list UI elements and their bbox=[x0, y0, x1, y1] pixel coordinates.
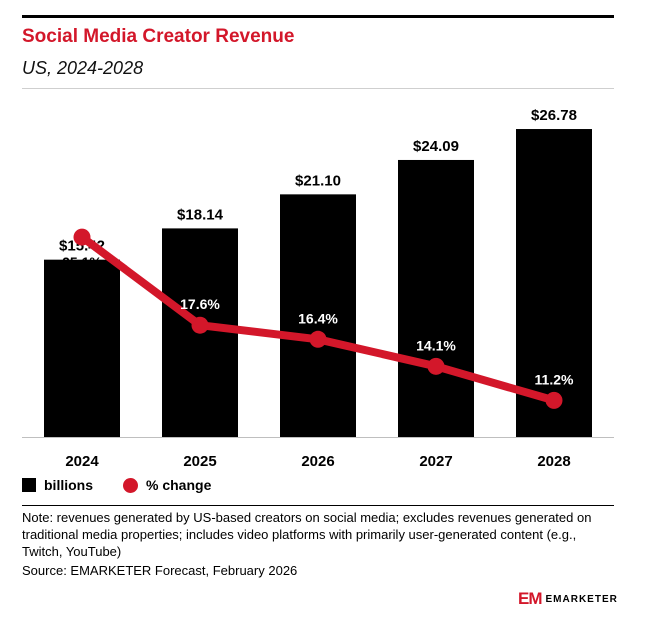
pct-change-label-2026: 16.4% bbox=[298, 310, 338, 326]
pct-change-point-2024 bbox=[73, 228, 91, 246]
pct-change-point-2025 bbox=[191, 316, 209, 334]
bar-2028 bbox=[516, 129, 592, 437]
legend-line-label: % change bbox=[146, 477, 212, 493]
bar-value-label-2028: $26.78 bbox=[531, 107, 577, 124]
chart-subtitle: US, 2024-2028 bbox=[22, 58, 144, 78]
chart-note: Note: revenues generated by US-based cre… bbox=[22, 510, 592, 559]
bar-2027 bbox=[398, 159, 474, 437]
x-tick-label-2026: 2026 bbox=[301, 453, 334, 470]
legend-bar-swatch bbox=[22, 478, 36, 492]
subtitle-rule bbox=[22, 88, 614, 89]
bar-value-label-2027: $24.09 bbox=[413, 138, 459, 155]
pct-change-label-2024: 25.1% bbox=[62, 254, 102, 270]
legend-line-swatch bbox=[123, 477, 138, 493]
bar-2026 bbox=[280, 194, 356, 437]
top-rule bbox=[22, 15, 614, 18]
pct-change-label-2025: 17.6% bbox=[180, 296, 220, 312]
bar-value-label-2025: $18.14 bbox=[177, 206, 224, 223]
legend-bar-label: billions bbox=[44, 477, 93, 493]
bar-value-label-2026: $21.10 bbox=[295, 172, 341, 189]
bar-2024 bbox=[44, 259, 120, 437]
x-tick-label-2028: 2028 bbox=[537, 453, 570, 470]
chart-title: Social Media Creator Revenue bbox=[22, 26, 295, 47]
chart-source: Source: EMARKETER Forecast, February 202… bbox=[22, 563, 298, 578]
x-tick-label-2024: 2024 bbox=[65, 453, 99, 470]
logo-text: EMARKETER bbox=[545, 593, 618, 605]
legend: billions % change bbox=[22, 477, 211, 493]
pct-change-label-2027: 14.1% bbox=[416, 337, 456, 353]
emarketer-logo: EM EMARKETER bbox=[518, 589, 618, 609]
pct-change-point-2026 bbox=[309, 330, 327, 348]
legend-rule bbox=[22, 505, 614, 506]
logo-mark: EM bbox=[518, 589, 542, 608]
pct-change-label-2028: 11.2% bbox=[535, 371, 574, 387]
pct-change-point-2028 bbox=[545, 391, 563, 409]
pct-change-point-2027 bbox=[427, 357, 445, 375]
x-tick-label-2027: 2027 bbox=[419, 453, 452, 470]
x-tick-label-2025: 2025 bbox=[183, 453, 216, 470]
